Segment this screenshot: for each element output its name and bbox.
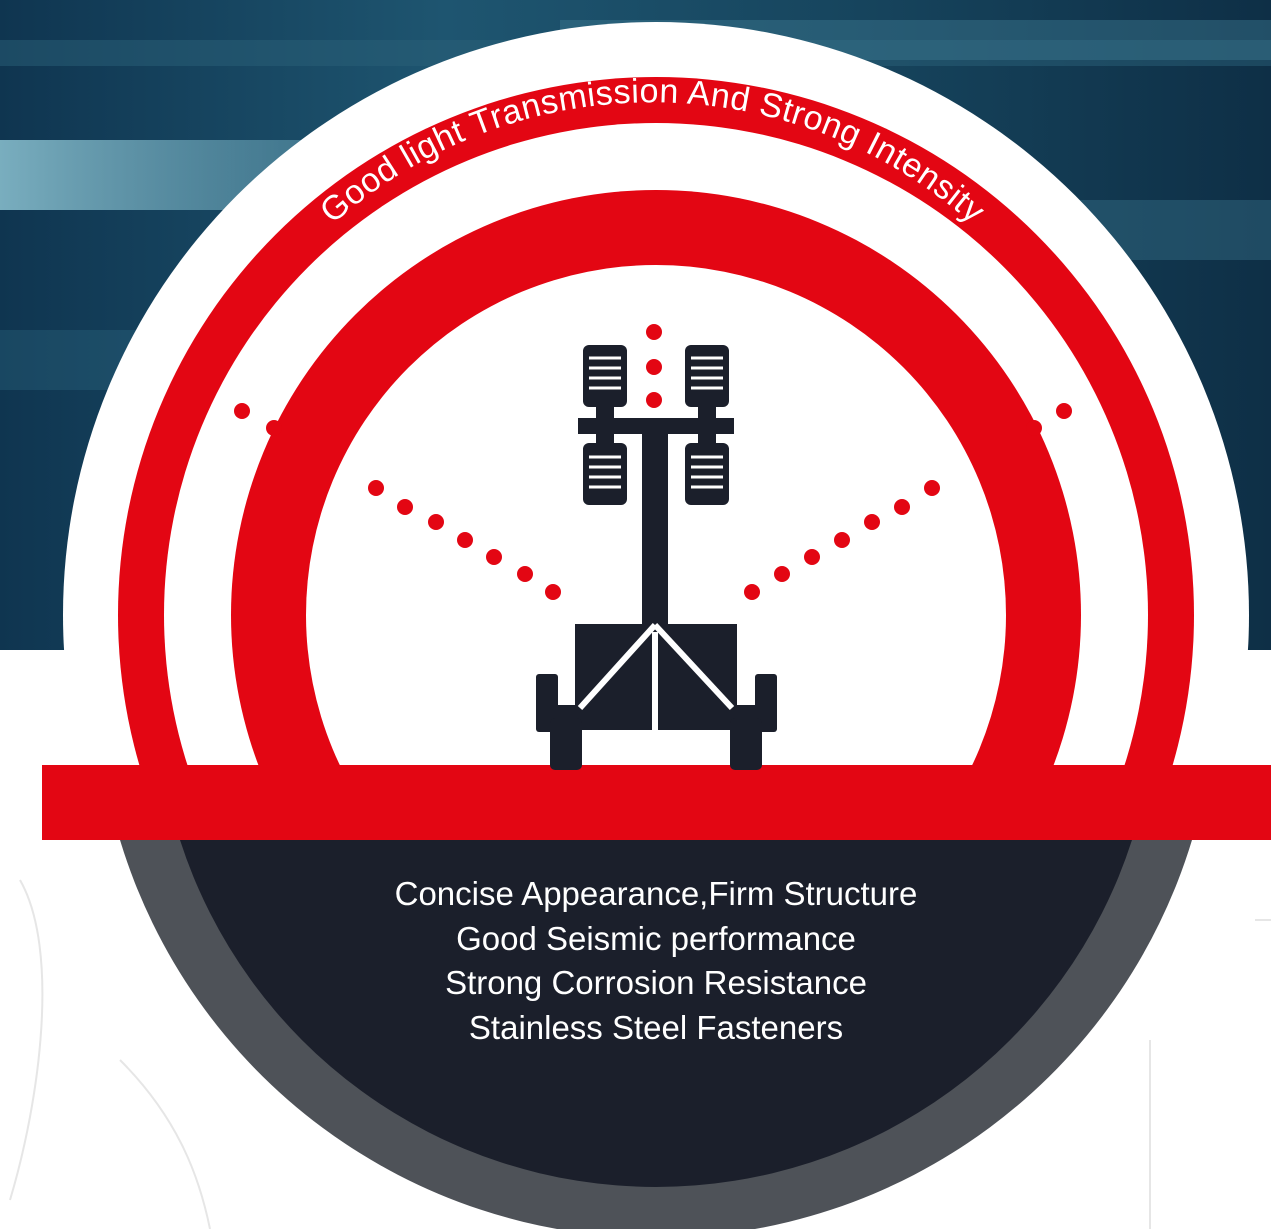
feature-fasteners: Stainless Steel Fasteners bbox=[468, 1008, 844, 1046]
feature-corrosion: Strong Corrosion Resistance bbox=[445, 964, 867, 1001]
lower-base bbox=[92, 840, 1220, 1229]
red-ground-bar bbox=[42, 765, 1271, 840]
light-tower-trailer-icon bbox=[536, 345, 777, 770]
light-beam-dots bbox=[234, 324, 1072, 600]
feature-seismic: Good Seismic performance bbox=[456, 919, 856, 957]
feature-structure: Concise Appearance,Firm Structure bbox=[394, 875, 918, 912]
feature-list: Concise Appearance,Firm Structure Good S… bbox=[300, 872, 1012, 1050]
faint-watermark-outlines bbox=[9, 879, 1271, 1229]
